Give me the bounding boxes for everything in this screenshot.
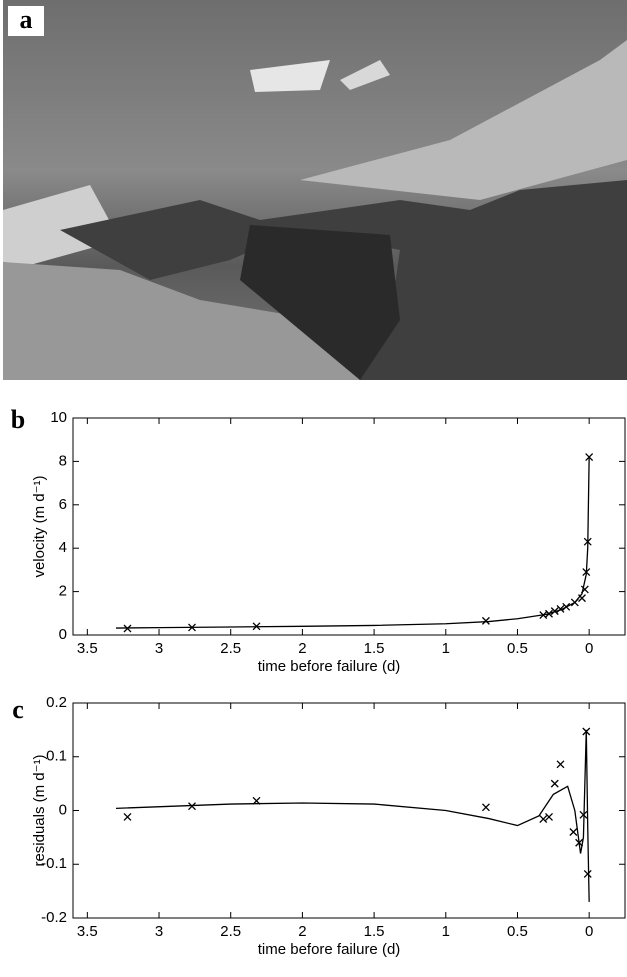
x-axis-label: time before failure (d) — [258, 658, 401, 675]
panel-label: c — [12, 695, 24, 724]
y-tick-label: 6 — [59, 496, 67, 513]
x-tick-label: 2.5 — [220, 640, 241, 657]
data-point — [539, 815, 548, 824]
data-point — [123, 812, 132, 821]
x-tick-label: 3 — [155, 640, 163, 657]
plot-frame — [72, 417, 626, 636]
x-tick-label: 3 — [155, 923, 163, 940]
y-tick-label: 10 — [50, 409, 67, 426]
x-tick-label: 3.5 — [77, 923, 98, 940]
data-point — [578, 594, 586, 603]
y-axis-label: residuals (m d⁻¹) — [31, 754, 48, 866]
photo — [3, 0, 627, 380]
x-tick-label: 1 — [442, 640, 450, 657]
data-point — [481, 616, 490, 625]
x-tick-label: 3.5 — [77, 640, 98, 657]
panel-label: a — [20, 5, 33, 34]
y-tick-label: 4 — [59, 539, 67, 556]
data-point — [569, 828, 578, 836]
x-axis-label: time before failure (d) — [258, 941, 401, 958]
y-tick-label: 8 — [59, 452, 67, 469]
y-tick-label: 2 — [59, 583, 67, 600]
x-tick-label: 1 — [442, 923, 450, 940]
data-point — [550, 779, 559, 788]
y-tick-label: 0.2 — [46, 694, 67, 711]
data-point — [583, 869, 592, 878]
x-tick-label: 0 — [585, 640, 593, 657]
y-tick-label: 0 — [59, 626, 67, 643]
data-point — [481, 803, 490, 812]
panel-label: b — [11, 405, 25, 434]
data-point — [545, 812, 553, 821]
y-tick-label: -0.2 — [41, 909, 67, 926]
fit-line — [116, 457, 590, 629]
x-tick-label: 2 — [298, 923, 306, 940]
x-tick-label: 1.5 — [364, 640, 385, 657]
x-tick-label: 0.5 — [507, 923, 528, 940]
data-point — [556, 760, 565, 769]
x-tick-label: 2 — [298, 640, 306, 657]
data-point — [188, 802, 196, 811]
x-tick-label: 2.5 — [220, 923, 241, 940]
x-tick-label: 0.5 — [507, 640, 528, 657]
y-axis-label: velocity (m d⁻¹) — [31, 475, 48, 577]
y-tick-label: 0 — [59, 801, 67, 818]
fit-line — [115, 729, 590, 902]
x-tick-label: 1.5 — [364, 923, 385, 940]
y-tick-label: 0.1 — [46, 748, 67, 765]
x-tick-label: 0 — [585, 923, 593, 940]
data-point — [585, 453, 594, 462]
y-tick-label: -0.1 — [41, 855, 67, 872]
